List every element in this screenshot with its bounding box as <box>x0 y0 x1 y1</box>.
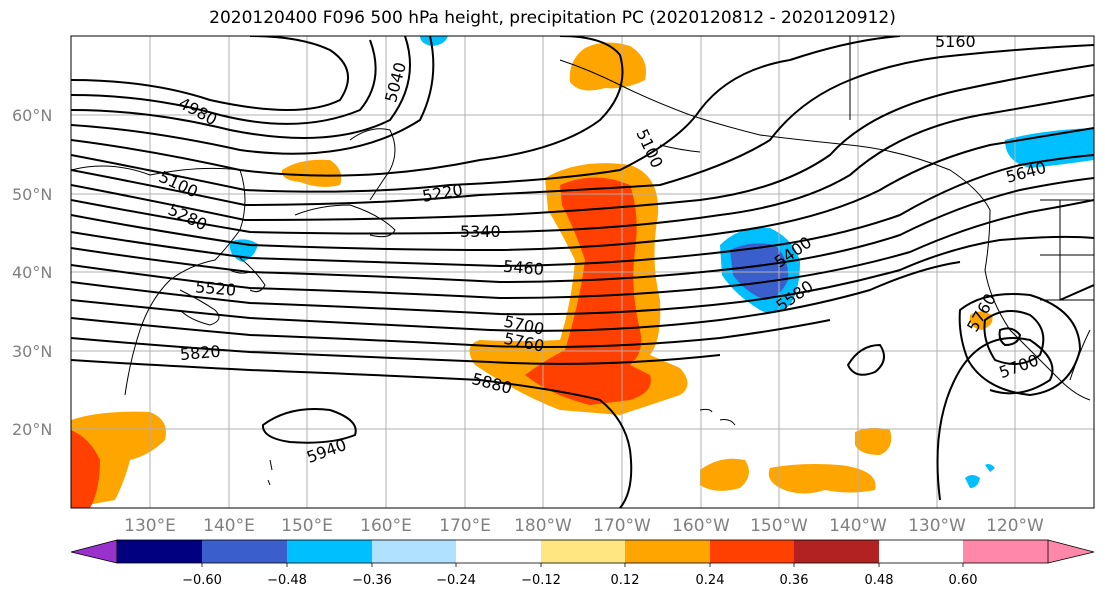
lat-label: 20°N <box>12 420 52 439</box>
colorbar-tick-label: −0.60 <box>182 573 222 588</box>
lon-label: 180°W <box>514 516 572 536</box>
lat-label: 40°N <box>12 263 52 282</box>
colorbar-tick-label: −0.12 <box>521 573 561 588</box>
contour-label: 5340 <box>460 222 501 241</box>
lon-label: 170°W <box>593 516 651 536</box>
colorbar-segment <box>117 540 202 563</box>
colorbar-extend-low <box>70 539 118 564</box>
colorbar-tick-label: 0.48 <box>865 573 894 588</box>
colorbar-tick-label: −0.48 <box>267 573 307 588</box>
colorbar-tick-label: 0.24 <box>696 573 725 588</box>
lat-label: 60°N <box>12 106 52 125</box>
colorbar-extend-high <box>963 540 1094 563</box>
colorbar: −0.60 −0.48 −0.36 −0.24 −0.12 0.12 0.24 … <box>70 539 1095 588</box>
lon-label: 170°E <box>439 516 491 536</box>
map-panel: 4980 5040 5100 5160 5100 5100 5220 5280 … <box>71 32 1094 508</box>
gridlines <box>71 36 1094 508</box>
colorbar-segment <box>710 540 794 563</box>
lon-label: 120°W <box>986 516 1044 536</box>
colorbar-segment <box>287 540 372 563</box>
lon-label: 140°W <box>829 516 887 536</box>
lon-label: 160°E <box>360 516 412 536</box>
colorbar-tick-label: 0.60 <box>949 573 978 588</box>
map-title: 2020120400 F096 500 hPa height, precipit… <box>209 8 896 28</box>
lat-label: 30°N <box>12 342 52 361</box>
map-frame <box>70 35 1095 509</box>
lon-label: 130°E <box>124 516 176 536</box>
precip-small-1 <box>281 159 342 187</box>
precip-bottom-left-red <box>71 430 100 508</box>
colorbar-segment <box>456 540 541 563</box>
contour-label: 5160 <box>935 32 976 51</box>
contour-label: 5460 <box>502 257 544 279</box>
lon-label: 160°W <box>672 516 730 536</box>
contour-label: 5820 <box>179 342 221 364</box>
colorbar-segment <box>372 540 456 563</box>
colorbar-tick-label: 0.36 <box>780 573 809 588</box>
lon-label: 150°W <box>750 516 808 536</box>
colorbar-segment <box>202 540 287 563</box>
colorbar-tick-label: −0.36 <box>352 573 392 588</box>
height-contours <box>71 36 1094 508</box>
lon-label: 150°E <box>281 516 333 536</box>
colorbar-segment <box>625 540 710 563</box>
longitude-labels: 130°E 140°E 150°E 160°E 170°E 180°W 170°… <box>124 516 1044 536</box>
colorbar-tick-label: 0.12 <box>611 573 640 588</box>
colorbar-segment <box>794 540 879 563</box>
colorbar-segment <box>541 540 625 563</box>
precip-band-inner <box>525 177 651 405</box>
contour-label: 5520 <box>195 277 237 299</box>
precip-alaska <box>569 42 646 91</box>
lat-label: 50°N <box>12 185 52 204</box>
lon-label: 130°W <box>908 516 966 536</box>
colorbar-tick-label: −0.24 <box>436 573 476 588</box>
latitude-labels: 60°N 50°N 40°N 30°N 20°N <box>12 106 52 439</box>
lon-label: 140°E <box>203 516 255 536</box>
